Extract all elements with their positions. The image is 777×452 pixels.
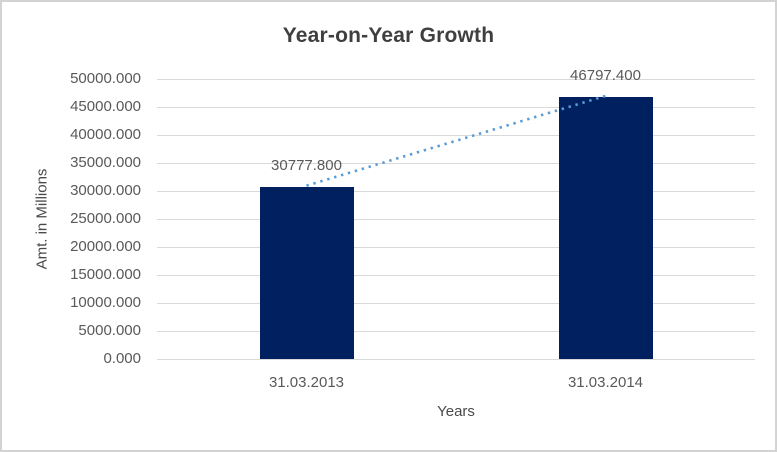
gridline (157, 135, 755, 136)
gridline (157, 107, 755, 108)
gridline (157, 219, 755, 220)
x-tick-label: 31.03.2013 (268, 374, 345, 391)
y-tick-label: 5000.000 (78, 322, 141, 339)
plot-area (157, 79, 755, 360)
y-tick-label: 25000.000 (70, 210, 141, 227)
bar-31.03.2013 (259, 186, 354, 359)
trendline (306, 94, 606, 187)
x-tick-label: 31.03.2014 (567, 374, 644, 391)
y-tick-label: 50000.000 (70, 70, 141, 87)
gridline (157, 359, 755, 360)
gridline (157, 303, 755, 304)
y-tick-label: 40000.000 (70, 126, 141, 143)
gridline (157, 79, 755, 80)
trendline-path (306, 94, 606, 187)
y-tick-label: 20000.000 (70, 238, 141, 255)
y-tick-label: 30000.000 (70, 182, 141, 199)
y-tick-label: 15000.000 (70, 266, 141, 283)
y-tick-label: 45000.000 (70, 98, 141, 115)
gridline (157, 163, 755, 164)
gridline (157, 247, 755, 248)
gridline (157, 191, 755, 192)
y-tick-label: 0.000 (103, 350, 141, 367)
chart-title: Year-on-Year Growth (282, 24, 495, 47)
gridline (157, 331, 755, 332)
bar-data-label: 46797.400 (570, 66, 641, 84)
bar-31.03.2014 (558, 96, 653, 359)
gridline (157, 275, 755, 276)
bar-data-label: 30777.800 (271, 156, 342, 174)
y-tick-label: 10000.000 (70, 294, 141, 311)
y-tick-label: 35000.000 (70, 154, 141, 171)
x-axis-title: Years (437, 403, 475, 420)
